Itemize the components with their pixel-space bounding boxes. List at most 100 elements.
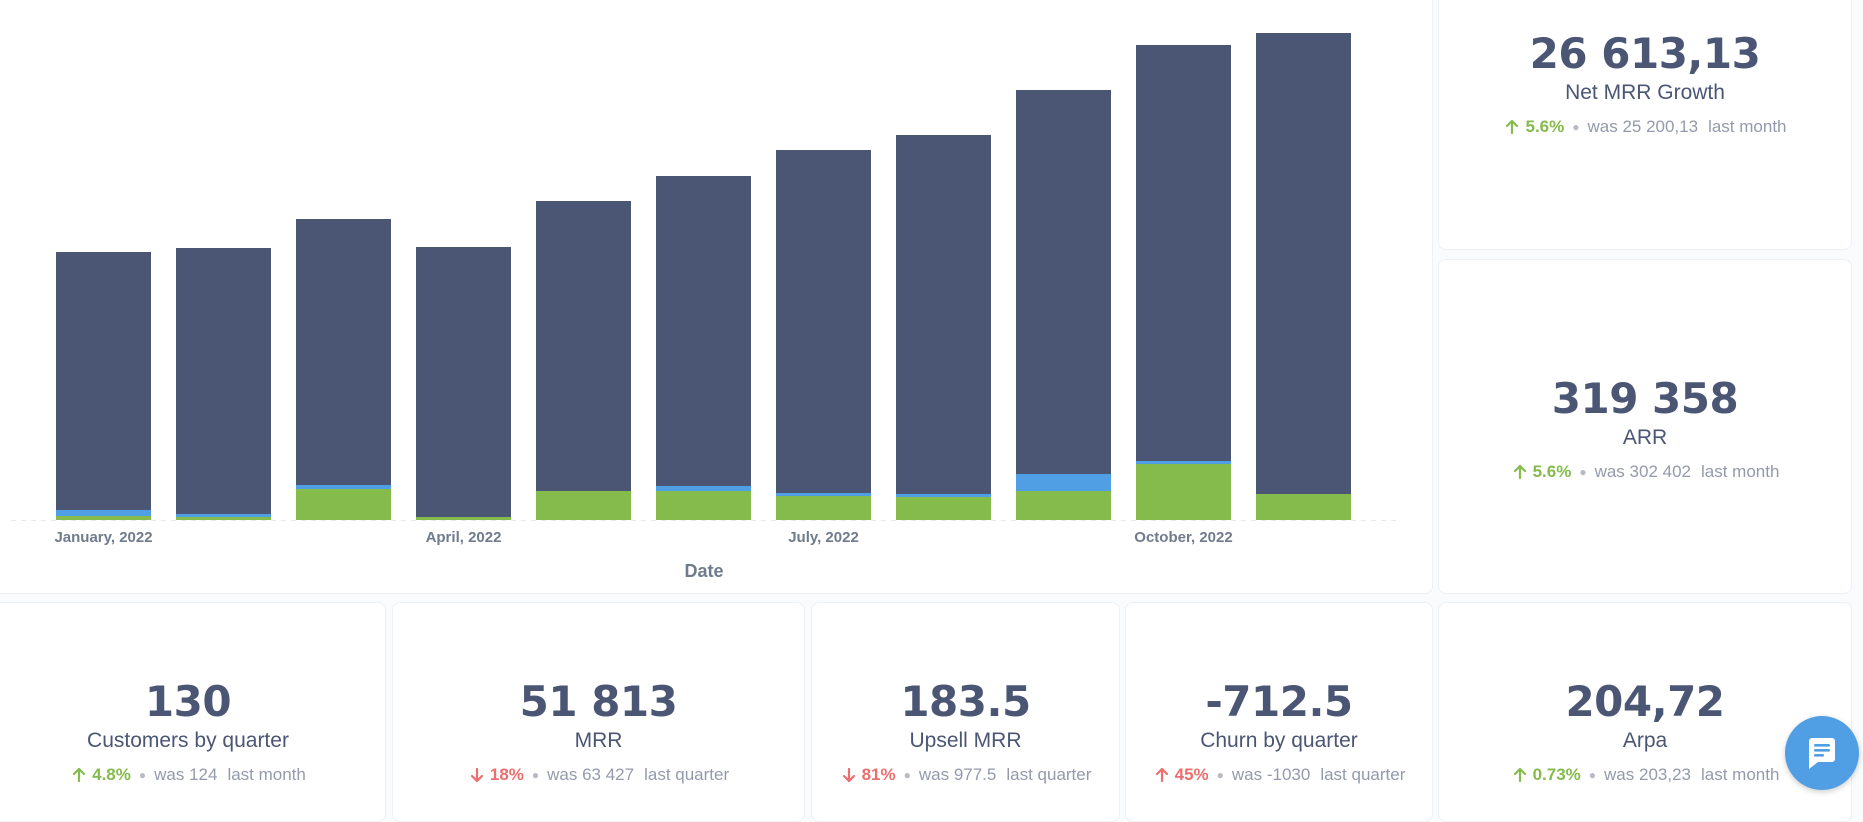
bar-segment-series-0-2[interactable] bbox=[296, 489, 391, 520]
bar-segment-series-0-6[interactable] bbox=[776, 496, 871, 520]
bar-segment-series-2-7[interactable] bbox=[896, 135, 991, 494]
mrr-label: MRR bbox=[574, 729, 623, 752]
upsell-mrr-card[interactable]: 183.5 Upsell MRR 81% ● was 977.5 last qu… bbox=[811, 602, 1120, 822]
customers-was: was 124 bbox=[154, 765, 218, 784]
customers-label: Customers by quarter bbox=[87, 729, 289, 752]
separator-dot: ● bbox=[903, 768, 911, 782]
bar-segment-series-2-8[interactable] bbox=[1016, 90, 1111, 474]
upsell-mrr-period: last quarter bbox=[1006, 765, 1092, 784]
separator-dot: ● bbox=[138, 768, 147, 782]
churn-pct: 45% bbox=[1174, 765, 1209, 784]
mrr-value: 51 813 bbox=[519, 677, 678, 726]
chart-card: January, 2022 April, 2022 July, 2022 Octobe… bbox=[0, 0, 1433, 594]
stacked-bar-chart: January, 2022 April, 2022 July, 2022 Octobe… bbox=[11, 33, 1396, 581]
bar-segment-series-0-8[interactable] bbox=[1016, 491, 1111, 520]
arrow-up-icon bbox=[73, 767, 86, 783]
upsell-mrr-value: 183.5 bbox=[900, 677, 1031, 726]
bar-segment-series-1-7[interactable] bbox=[896, 494, 991, 497]
chat-button[interactable] bbox=[1785, 716, 1859, 790]
bar-segment-series-2-10[interactable] bbox=[1256, 33, 1351, 494]
mrr-period: last quarter bbox=[644, 765, 730, 784]
arpa-card[interactable]: 204,72 Arpa 0.73% ● was 203,23 last mont… bbox=[1438, 602, 1852, 822]
separator-dot: ● bbox=[1588, 768, 1597, 782]
arr-was: was 302 402 bbox=[1594, 462, 1691, 481]
x-axis-title: Date bbox=[684, 561, 723, 581]
bar-segment-series-1-2[interactable] bbox=[296, 485, 391, 489]
bar-segment-series-0-9[interactable] bbox=[1136, 464, 1231, 520]
bar-segment-series-2-5[interactable] bbox=[656, 176, 751, 486]
x-tick-label: January, 2022 bbox=[54, 529, 152, 546]
upsell-mrr-label: Upsell MRR bbox=[909, 729, 1022, 752]
arpa-label: Arpa bbox=[1622, 729, 1668, 752]
bar-segment-series-0-7[interactable] bbox=[896, 497, 991, 520]
x-tick-label: April, 2022 bbox=[426, 529, 502, 546]
bar-segment-series-2-0[interactable] bbox=[56, 252, 151, 510]
x-tick-label: October, 2022 bbox=[1134, 529, 1232, 546]
net-mrr-growth-value: 26 613,13 bbox=[1529, 29, 1761, 78]
upsell-mrr-was: was 977.5 bbox=[918, 765, 997, 784]
bar-segment-series-1-6[interactable] bbox=[776, 493, 871, 496]
bar-segment-series-0-4[interactable] bbox=[536, 491, 631, 520]
bar-segment-series-0-0[interactable] bbox=[56, 516, 151, 520]
arr-pct: 5.6% bbox=[1532, 462, 1572, 481]
mrr-delta: 18% ● was 63 427 last quarter bbox=[393, 765, 804, 785]
net-mrr-growth-period: last month bbox=[1708, 117, 1787, 136]
bar-segment-series-1-0[interactable] bbox=[56, 510, 151, 516]
churn-label: Churn by quarter bbox=[1200, 729, 1358, 752]
arrow-down-icon bbox=[470, 767, 483, 783]
arr-label: ARR bbox=[1622, 426, 1668, 449]
bar-segment-series-1-5[interactable] bbox=[656, 486, 751, 491]
customers-value: 130 bbox=[144, 677, 232, 726]
net-mrr-growth-label: Net MRR Growth bbox=[1565, 81, 1725, 104]
separator-dot: ● bbox=[1216, 768, 1224, 782]
arrow-down-icon bbox=[842, 767, 855, 783]
mrr-was: was 63 427 bbox=[547, 765, 635, 784]
separator-dot: ● bbox=[1579, 465, 1587, 479]
arrow-up-icon bbox=[1513, 767, 1526, 783]
bar-segment-series-1-1[interactable] bbox=[176, 514, 271, 517]
net-mrr-growth-pct: 5.6% bbox=[1525, 117, 1565, 136]
churn-period: last quarter bbox=[1320, 765, 1406, 784]
bar-segment-series-1-8[interactable] bbox=[1016, 474, 1111, 491]
arpa-pct: 0.73% bbox=[1532, 765, 1581, 784]
churn-card[interactable]: -712.5 Churn by quarter 45% ● was -1030 … bbox=[1125, 602, 1433, 822]
arr-delta: 5.6% ● was 302 402 last month bbox=[1439, 462, 1851, 482]
bar-segment-series-2-2[interactable] bbox=[296, 219, 391, 485]
customers-pct: 4.8% bbox=[92, 765, 131, 784]
net-mrr-growth-was: was 25 200,13 bbox=[1587, 117, 1699, 136]
net-mrr-growth-card[interactable]: 26 613,13 Net MRR Growth 5.6% ● was 25 2… bbox=[1438, 0, 1852, 250]
arpa-period: last month bbox=[1700, 765, 1780, 784]
churn-value: -712.5 bbox=[1205, 677, 1353, 726]
bar-segment-series-2-3[interactable] bbox=[416, 247, 511, 517]
upsell-mrr-delta: 81% ● was 977.5 last quarter bbox=[812, 765, 1119, 785]
mrr-pct: 18% bbox=[489, 765, 524, 784]
arrow-up-icon bbox=[1506, 119, 1519, 135]
churn-was: was -1030 bbox=[1231, 765, 1311, 784]
bar-segment-series-2-1[interactable] bbox=[176, 248, 271, 514]
bar-segment-series-2-9[interactable] bbox=[1136, 45, 1231, 461]
churn-delta: 45% ● was -1030 last quarter bbox=[1126, 765, 1432, 785]
mrr-card[interactable]: 51 813 MRR 18% ● was 63 427 last quarter bbox=[392, 602, 805, 822]
separator-dot: ● bbox=[531, 768, 540, 782]
bar-segment-series-2-6[interactable] bbox=[776, 150, 871, 493]
bar-segment-series-0-3[interactable] bbox=[416, 517, 511, 520]
bar-segment-series-1-9[interactable] bbox=[1136, 461, 1231, 464]
bar-segment-series-0-1[interactable] bbox=[176, 517, 271, 520]
arr-value: 319 358 bbox=[1551, 374, 1739, 423]
bar-segment-series-0-10[interactable] bbox=[1256, 494, 1351, 520]
customers-delta: 4.8% ● was 124 last month bbox=[0, 765, 385, 785]
arr-period: last month bbox=[1700, 462, 1780, 481]
bar-segment-series-2-4[interactable] bbox=[536, 201, 631, 491]
customers-card[interactable]: 130 Customers by quarter 4.8% ● was 124 … bbox=[0, 602, 386, 822]
net-mrr-growth-delta: 5.6% ● was 25 200,13 last month bbox=[1439, 117, 1851, 137]
chat-bubble-icon bbox=[1809, 738, 1835, 769]
arr-card[interactable]: 319 358 ARR 5.6% ● was 302 402 last mont… bbox=[1438, 259, 1852, 594]
bar-segment-series-0-5[interactable] bbox=[656, 491, 751, 520]
arrow-up-icon bbox=[1155, 767, 1168, 783]
customers-period: last month bbox=[227, 765, 306, 784]
upsell-mrr-pct: 81% bbox=[861, 765, 896, 784]
arpa-was: was 203,23 bbox=[1604, 765, 1691, 784]
arpa-value: 204,72 bbox=[1565, 677, 1725, 726]
x-tick-label: July, 2022 bbox=[788, 529, 859, 546]
arrow-up-icon bbox=[1513, 464, 1526, 480]
